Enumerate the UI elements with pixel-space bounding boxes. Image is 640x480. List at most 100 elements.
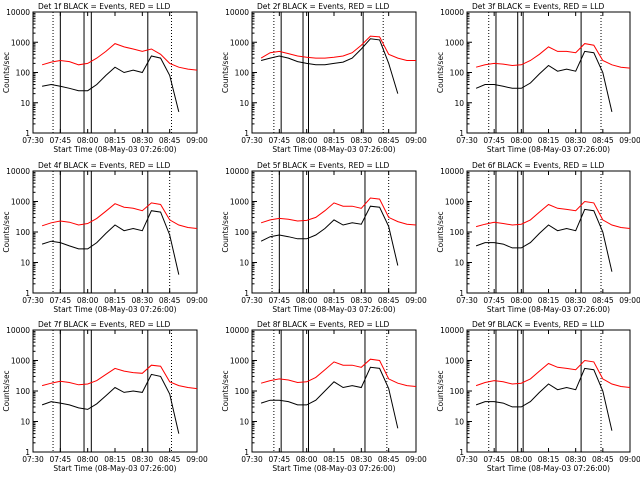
y-tick-label: 1: [459, 448, 464, 457]
x-tick-label: 08:45: [159, 136, 181, 145]
y-axis-label: Counts/sec: [436, 52, 445, 93]
x-tick-label: 07:45: [483, 455, 505, 464]
y-tick-label: 1000: [11, 357, 30, 366]
y-tick-label: 100: [16, 69, 31, 78]
events-series-line: [41, 373, 180, 434]
y-tick-label: 10: [239, 259, 249, 268]
y-tick-label: 10: [239, 99, 249, 108]
x-tick-label: 09:00: [186, 296, 208, 305]
x-tick-label: 08:45: [378, 296, 400, 305]
x-tick-label: 09:00: [405, 136, 427, 145]
x-tick-label: 08:00: [296, 296, 318, 305]
detector-plot: 1 10 100 1000 10000 07:30 07:45 08:00 08:15 08:30…: [2, 2, 208, 154]
y-tick-label: 10000: [6, 326, 30, 335]
y-tick-label: 100: [235, 387, 250, 396]
y-tick-label: 10000: [225, 8, 249, 17]
detector-plot: 1 10 100 1000 10000 07:30 07:45 08:00 08:15 08:30…: [2, 320, 208, 473]
y-axis-label: Counts/sec: [2, 211, 11, 252]
plot-title: Det 2f BLACK = Events, RED = LLD: [257, 2, 390, 11]
y-tick-label: 1: [244, 289, 249, 298]
x-tick-label: 08:30: [132, 455, 154, 464]
y-axis-label: Counts/sec: [2, 52, 11, 93]
x-tick-label: 07:45: [483, 296, 505, 305]
y-axis-label: Counts/sec: [436, 370, 445, 411]
lld-series-line: [475, 359, 631, 388]
detector-plot: 1 10 100 1000 10000 07:30 07:45 08:00 08:15 08:30…: [436, 161, 640, 314]
y-tick-label: 100: [16, 387, 31, 396]
y-tick-label: 10: [454, 99, 464, 108]
x-tick-label: 07:45: [50, 296, 72, 305]
x-tick-label: 08:30: [565, 136, 587, 145]
x-axis-label: Start Time (08-May-03 07:26:00): [53, 305, 176, 314]
y-tick-label: 1000: [230, 38, 249, 47]
x-tick-label: 07:30: [22, 455, 44, 464]
x-tick-label: 09:00: [619, 296, 640, 305]
x-tick-label: 07:30: [241, 296, 263, 305]
x-tick-label: 08:15: [323, 136, 345, 145]
x-tick-label: 08:15: [104, 296, 126, 305]
plot-title: Det 4f BLACK = Events, RED = LLD: [38, 161, 171, 170]
y-tick-label: 1000: [445, 198, 464, 207]
y-tick-label: 1: [244, 129, 249, 138]
detector-plot: 1 10 100 1000 10000 07:30 07:45 08:00 08:15 08:30…: [436, 2, 640, 154]
y-axis-label: Counts/sec: [221, 211, 230, 252]
y-tick-label: 1000: [445, 38, 464, 47]
events-series-line: [41, 210, 180, 275]
events-series-line: [475, 50, 613, 113]
x-tick-label: 08:15: [538, 136, 560, 145]
x-tick-label: 07:45: [50, 455, 72, 464]
x-tick-label: 07:30: [241, 136, 263, 145]
y-tick-label: 10000: [440, 167, 464, 176]
x-axis-label: Start Time (08-May-03 07:26:00): [487, 145, 610, 154]
x-tick-label: 08:45: [378, 455, 400, 464]
x-tick-label: 08:45: [159, 296, 181, 305]
x-tick-label: 08:45: [378, 136, 400, 145]
y-tick-label: 10: [454, 418, 464, 427]
detector-plot: 1 10 100 1000 10000 07:30 07:45 08:00 08:15 08:30…: [221, 2, 427, 154]
x-tick-label: 07:30: [22, 296, 44, 305]
plot-frame: [251, 329, 417, 453]
plot-frame: [32, 170, 198, 294]
y-tick-label: 100: [235, 228, 250, 237]
x-tick-label: 09:00: [186, 136, 208, 145]
y-tick-label: 1: [25, 289, 30, 298]
lld-series-line: [260, 358, 417, 387]
y-tick-label: 1000: [230, 198, 249, 207]
y-tick-label: 100: [450, 387, 465, 396]
x-tick-label: 07:30: [456, 136, 478, 145]
x-tick-label: 08:00: [511, 296, 533, 305]
detector-plot: 1 10 100 1000 10000 07:30 07:45 08:00 08:15 08:30…: [2, 161, 208, 314]
plot-frame: [466, 11, 631, 134]
y-tick-label: 1000: [11, 198, 30, 207]
y-tick-label: 10: [20, 99, 30, 108]
x-tick-label: 08:30: [351, 296, 373, 305]
plot-frame: [466, 170, 631, 294]
plot-title: Det 1f BLACK = Events, RED = LLD: [38, 2, 171, 11]
events-series-line: [260, 38, 399, 94]
y-tick-label: 1: [25, 129, 30, 138]
x-axis-label: Start Time (08-May-03 07:26:00): [487, 464, 610, 473]
events-series-line: [260, 366, 399, 429]
y-tick-label: 1000: [230, 357, 249, 366]
plot-title: Det 3f BLACK = Events, RED = LLD: [472, 2, 605, 11]
plot-frame: [32, 329, 198, 453]
detector-plot: 1 10 100 1000 10000 07:30 07:45 08:00 08:15 08:30…: [436, 320, 640, 473]
x-axis-label: Start Time (08-May-03 07:26:00): [272, 305, 395, 314]
x-tick-label: 08:15: [538, 296, 560, 305]
x-tick-label: 07:45: [50, 136, 72, 145]
x-tick-label: 07:30: [456, 296, 478, 305]
y-axis-label: Counts/sec: [436, 211, 445, 252]
detector-plot: 1 10 100 1000 10000 07:30 07:45 08:00 08:15 08:30…: [221, 320, 427, 473]
lld-series-line: [260, 35, 416, 61]
x-tick-label: 09:00: [619, 136, 640, 145]
events-series-line: [475, 367, 613, 431]
x-tick-label: 09:00: [405, 296, 427, 305]
x-tick-label: 08:30: [132, 136, 154, 145]
y-tick-label: 100: [450, 228, 465, 237]
detector-plot: 1 10 100 1000 10000 07:30 07:45 08:00 08:15 08:30…: [221, 161, 427, 314]
y-tick-label: 1000: [445, 357, 464, 366]
x-tick-label: 08:15: [323, 296, 345, 305]
y-tick-label: 1: [459, 129, 464, 138]
x-tick-label: 08:00: [77, 136, 99, 145]
